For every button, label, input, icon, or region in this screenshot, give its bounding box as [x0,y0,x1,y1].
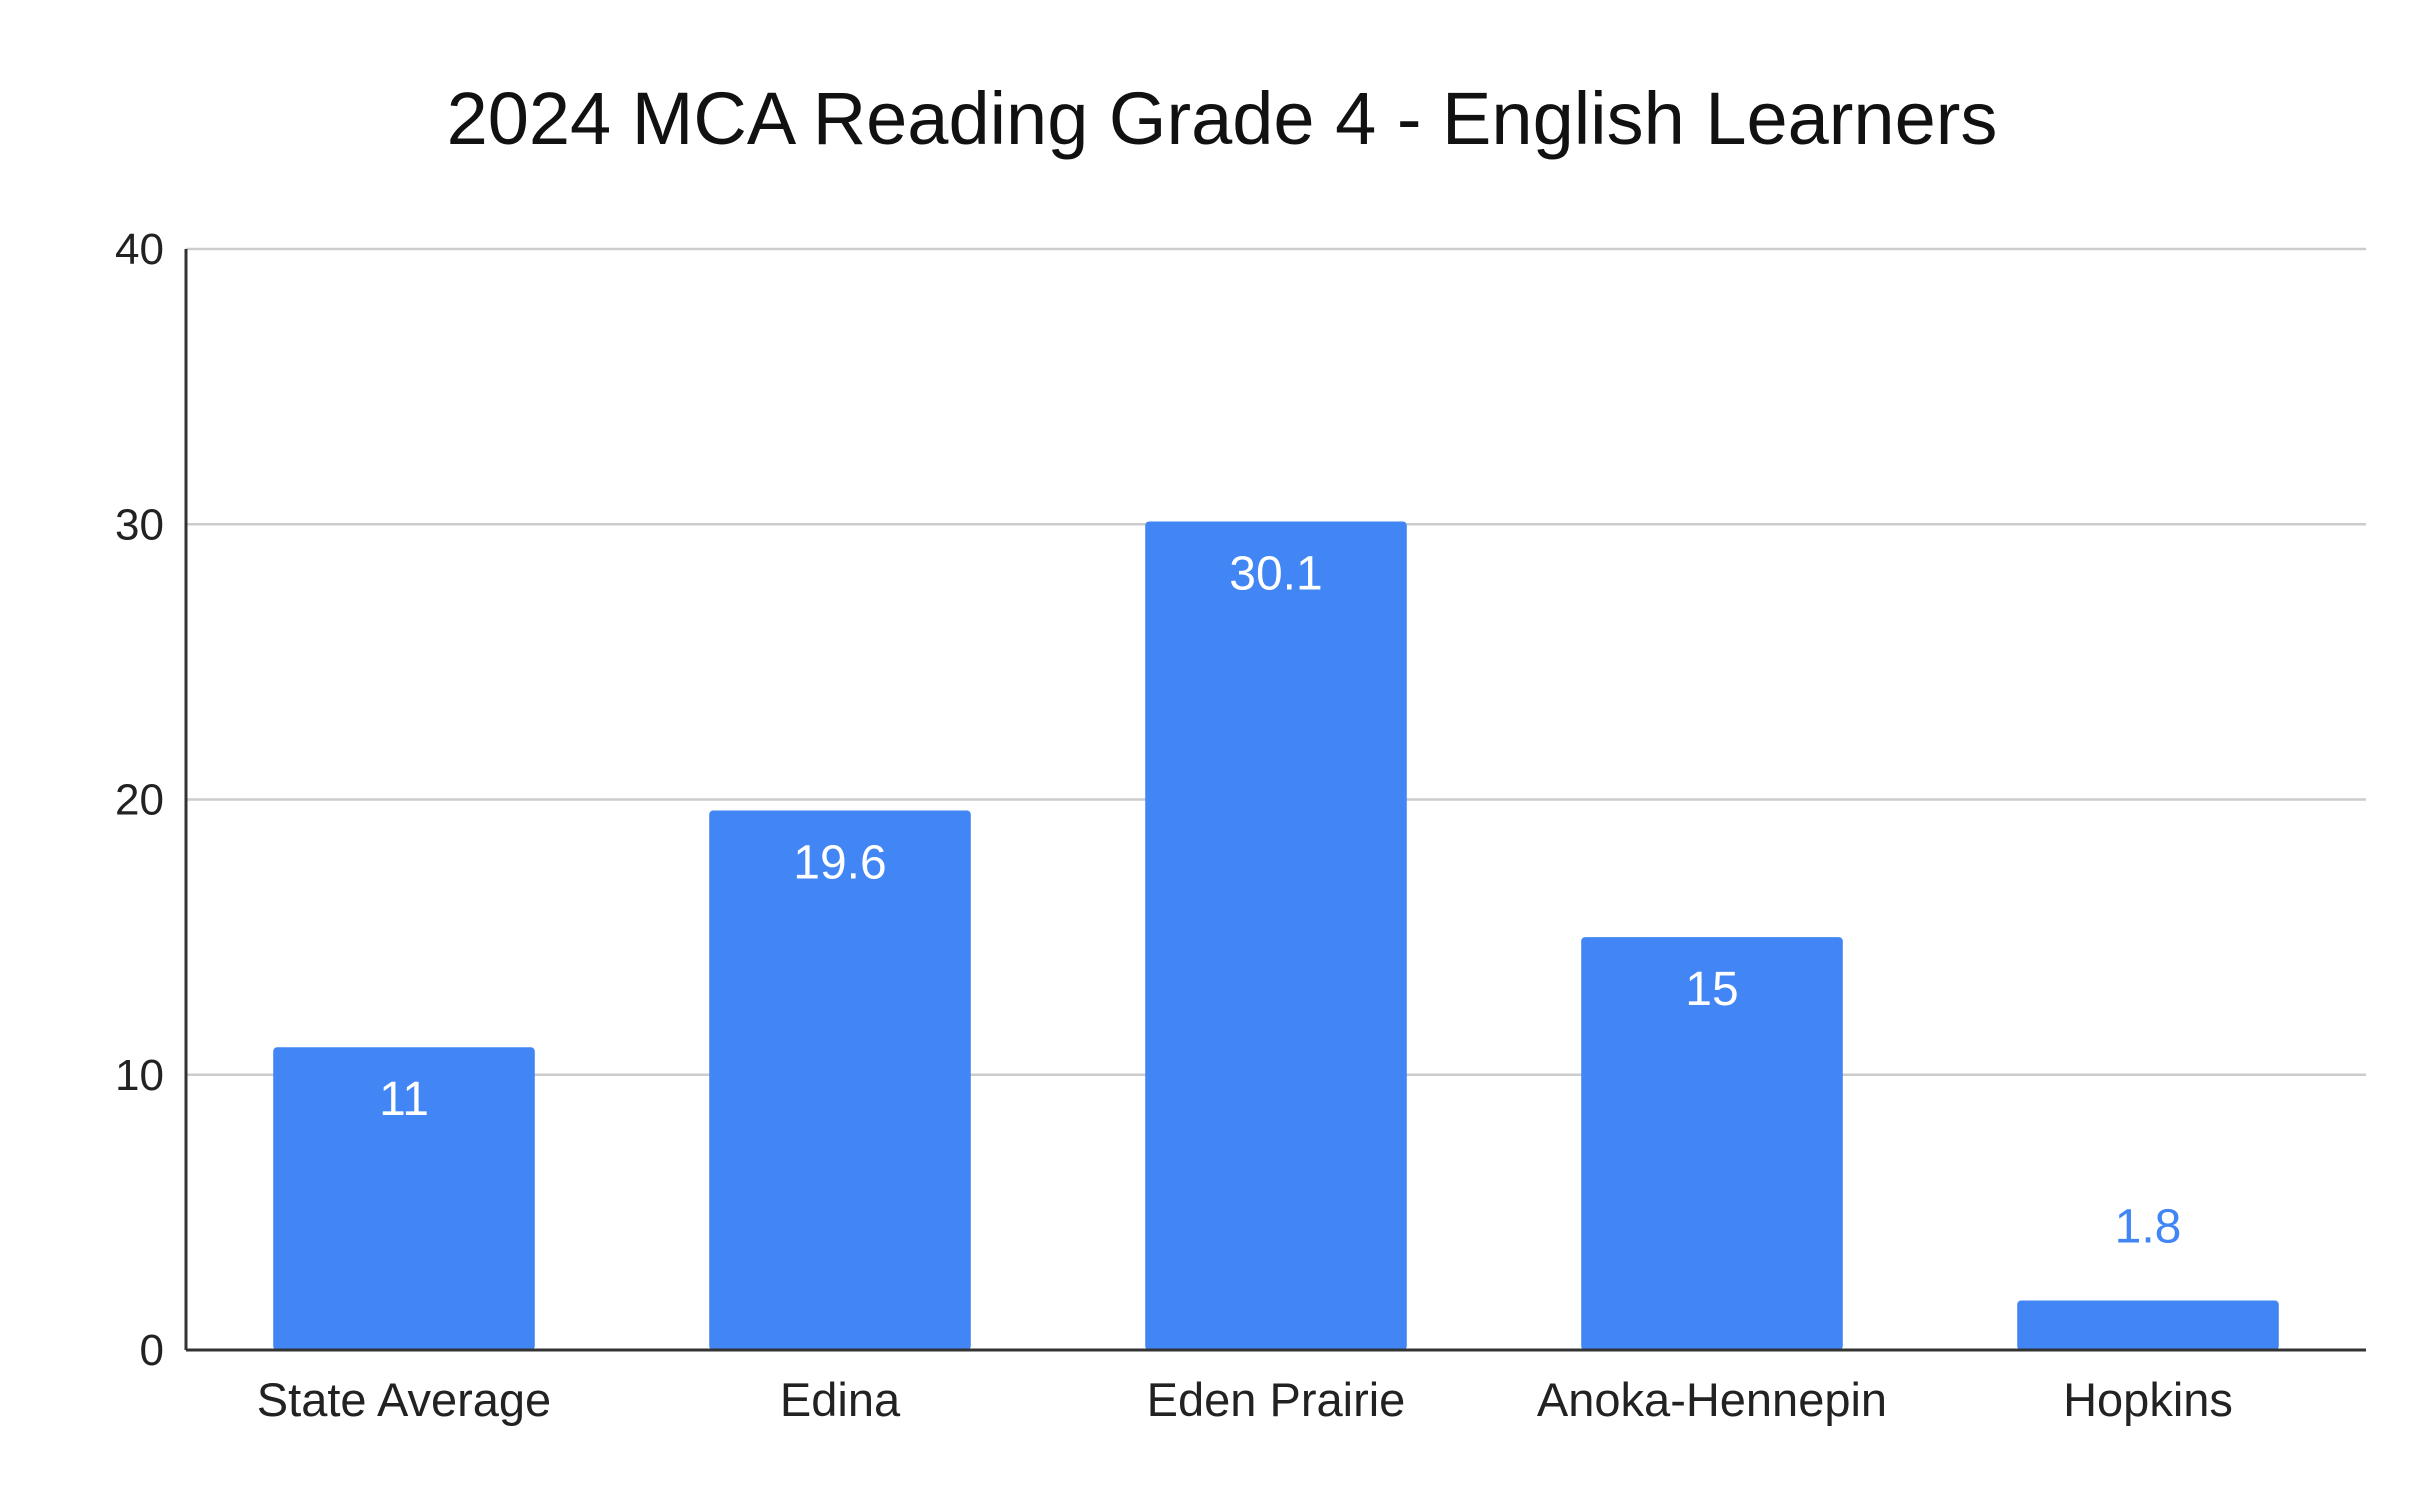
x-tick-label: State Average [257,1373,551,1426]
x-tick-label: Eden Prairie [1147,1373,1406,1426]
axes [184,249,2366,1352]
bar [1145,521,1407,1350]
y-tick-label: 20 [115,776,164,825]
y-tick-label: 40 [115,225,164,274]
data-label: 1.8 [2115,1200,2182,1253]
y-tick-label: 30 [115,500,164,549]
bar [2017,1300,2279,1350]
x-tick-label: Anoka-Hennepin [1537,1373,1887,1426]
data-labels: 11 19.6 30.1 15 1.8 [379,547,2181,1253]
y-tick-label: 10 [115,1051,164,1100]
bar [709,810,971,1350]
bar [1581,937,1843,1350]
data-label: 15 [1685,963,1738,1016]
data-label: 11 [379,1073,429,1126]
y-tick-label: 0 [140,1326,164,1375]
y-tick-labels: 0 10 20 30 40 [115,225,164,1375]
data-label: 19.6 [793,837,886,890]
chart-title: 2024 MCA Reading Grade 4 - English Learn… [447,77,1998,160]
data-label: 30.1 [1229,547,1322,600]
x-tick-label: Edina [780,1373,901,1426]
bars [273,521,2279,1350]
x-tick-label: Hopkins [2063,1373,2233,1426]
x-tick-labels: State Average Edina Eden Prairie Anoka-Henn… [257,1373,2233,1426]
bar [273,1047,535,1350]
